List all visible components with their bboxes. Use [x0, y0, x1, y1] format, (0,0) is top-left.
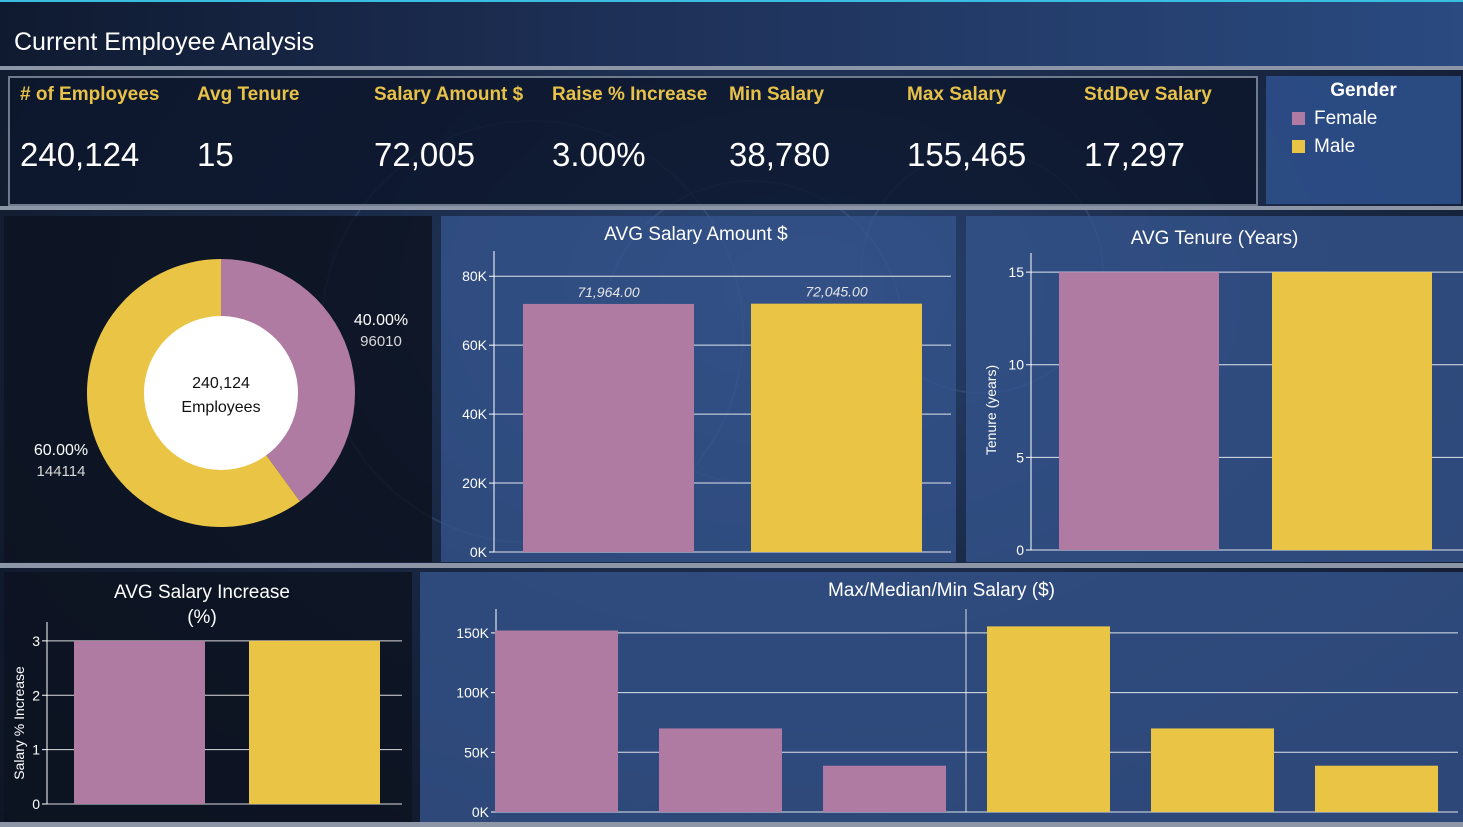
kpi-label: Avg Tenure	[197, 84, 299, 106]
avg-salary-chart[interactable]: 0K 20K 40K 60K 80K 71,964.00 72,045.00	[441, 216, 956, 562]
male-square-icon	[1292, 140, 1305, 153]
chart-title: AVG Salary Amount $	[441, 224, 951, 246]
y-tick-label: 20K	[462, 475, 488, 491]
donut-percent-female: 40.00%	[354, 312, 408, 329]
page-title: Current Employee Analysis	[14, 28, 314, 57]
kpi-label: Min Salary	[729, 84, 824, 106]
kpi-value: 72,005	[374, 136, 475, 174]
kpi-value: 240,124	[20, 136, 139, 174]
kpi-label: Salary Amount $	[374, 84, 523, 106]
chart-title: AVG Tenure (Years)	[966, 228, 1463, 250]
y-axis-title: Salary % Increase	[11, 666, 27, 780]
bar-data-label: 72,045.00	[805, 284, 867, 300]
bar-data-label: 71,964.00	[577, 284, 639, 300]
y-tick-label: 1	[32, 742, 40, 758]
kpi-strip: # of Employees 240,124 Avg Tenure 15 Sal…	[8, 76, 1258, 206]
divider	[0, 206, 1463, 210]
y-tick-label: 10	[1008, 357, 1024, 373]
chart-title: Max/Median/Min Salary ($)	[420, 580, 1463, 602]
avg-tenure-chart[interactable]: 0 5 10 15 Tenure (years)	[966, 216, 1463, 562]
donut-count-female: 96010	[360, 333, 402, 350]
bar-female	[523, 304, 694, 552]
kpi-label: # of Employees	[20, 84, 159, 106]
bar-male	[1272, 272, 1432, 550]
kpi-value: 155,465	[907, 136, 1026, 174]
kpi-value: 17,297	[1084, 136, 1185, 174]
bar-male	[249, 641, 380, 804]
divider	[0, 563, 1463, 568]
bar-male-max	[987, 626, 1110, 812]
legend-title: Gender	[1266, 80, 1461, 102]
bar-male-min	[1315, 766, 1438, 812]
title-bar: Current Employee Analysis	[0, 0, 1463, 66]
kpi-value: 3.00%	[552, 136, 646, 174]
bar-male	[751, 304, 922, 552]
donut-center-value: 240,124	[192, 375, 250, 392]
chart-title-line: (%)	[4, 605, 400, 630]
bar-female	[74, 641, 205, 804]
y-tick-label: 0K	[470, 544, 488, 560]
y-tick-label: 0	[32, 796, 40, 812]
y-tick-label: 80K	[462, 268, 488, 284]
bar-female-median	[659, 728, 782, 812]
y-tick-label: 0K	[472, 804, 490, 820]
donut-panel: 240,124 Employees 40.00% 96010 60.00% 144114	[4, 216, 432, 562]
divider	[0, 66, 1463, 70]
y-axis-title: Tenure (years)	[983, 365, 999, 455]
legend-label: Male	[1314, 136, 1355, 158]
y-tick-label: 60K	[462, 337, 488, 353]
bar-male-median	[1151, 728, 1274, 812]
y-tick-label: 150K	[456, 625, 489, 641]
bar-female-min	[823, 766, 946, 812]
donut-chart[interactable]: 240,124 Employees 40.00% 96010 60.00% 144114	[4, 216, 432, 562]
kpi-label: Max Salary	[907, 84, 1006, 106]
gender-legend: Gender Female Male	[1266, 76, 1461, 204]
y-tick-label: 50K	[464, 744, 490, 760]
y-tick-label: 3	[32, 633, 40, 649]
avg-tenure-panel: AVG Tenure (Years) 0 5 10 15 Tenure (years)	[966, 216, 1463, 562]
donut-center-label: Employees	[181, 399, 260, 416]
kpi-label: StdDev Salary	[1084, 84, 1212, 106]
kpi-label: Raise % Increase	[552, 84, 707, 106]
bar-female	[1059, 272, 1219, 550]
kpi-value: 15	[197, 136, 234, 174]
donut-count-male: 144114	[37, 463, 86, 480]
max-median-min-panel: Max/Median/Min Salary ($) 0K 50K 100K 150K	[420, 572, 1463, 822]
y-tick-label: 2	[32, 687, 40, 703]
donut-hole	[144, 316, 298, 470]
legend-label: Female	[1314, 108, 1377, 130]
chart-title: AVG Salary Increase (%)	[4, 580, 400, 630]
divider	[0, 822, 1463, 827]
female-square-icon	[1292, 112, 1305, 125]
donut-percent-male: 60.00%	[34, 442, 88, 459]
y-tick-label: 15	[1008, 264, 1024, 280]
avg-salary-panel: AVG Salary Amount $ 0K 20K 40K 60K 80K 71,964…	[441, 216, 956, 562]
max-median-min-chart[interactable]: 0K 50K 100K 150K	[420, 572, 1463, 822]
y-tick-label: 0	[1016, 542, 1024, 558]
bar-female-max	[495, 631, 618, 812]
y-tick-label: 40K	[462, 406, 488, 422]
kpi-value: 38,780	[729, 136, 830, 174]
avg-increase-panel: AVG Salary Increase (%) 0 1 2 3 Salary % Inc…	[4, 572, 412, 822]
chart-title-line: AVG Salary Increase	[4, 580, 400, 605]
y-tick-label: 100K	[456, 685, 489, 701]
y-tick-label: 5	[1016, 449, 1024, 465]
